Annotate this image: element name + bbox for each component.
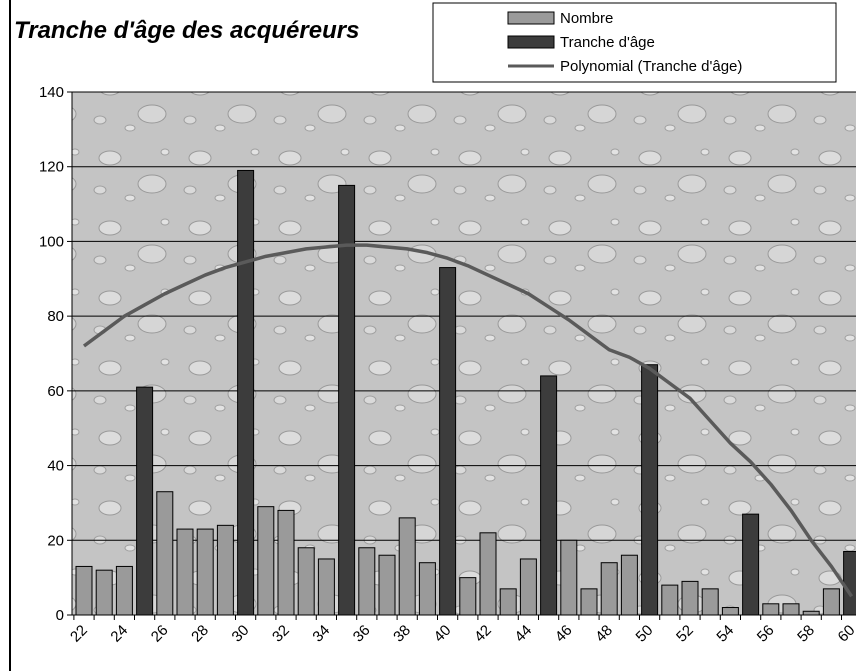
bar <box>682 581 698 615</box>
y-tick-label: 0 <box>56 607 64 624</box>
bar <box>137 387 153 615</box>
bar <box>601 563 617 615</box>
bar <box>500 589 516 615</box>
bar <box>359 548 375 615</box>
bar <box>541 376 557 615</box>
x-tick-label: 26 <box>148 622 172 646</box>
x-tick-label: 22 <box>67 622 91 646</box>
x-tick-label: 36 <box>350 622 374 646</box>
x-tick-label: 44 <box>511 622 535 646</box>
bar <box>399 518 415 615</box>
legend-label: Tranche d'âge <box>560 34 655 51</box>
bar <box>419 563 435 615</box>
x-tick-label: 42 <box>471 622 495 646</box>
chart-title: Tranche d'âge des acquéreurs <box>14 17 359 44</box>
bar <box>621 555 637 615</box>
y-tick-label: 40 <box>47 458 64 475</box>
bar <box>278 510 294 615</box>
bar <box>318 559 334 615</box>
x-tick-label: 46 <box>552 622 576 646</box>
bar <box>238 170 254 615</box>
bar <box>480 533 496 615</box>
bar <box>197 529 213 615</box>
bar <box>743 514 759 615</box>
bar <box>722 608 738 615</box>
x-tick-label: 30 <box>229 622 253 646</box>
bar <box>662 585 678 615</box>
bar <box>520 559 536 615</box>
bar <box>217 525 233 615</box>
x-tick-label: 24 <box>107 622 131 646</box>
bar <box>561 540 577 615</box>
bar <box>177 529 193 615</box>
x-tick-label: 28 <box>188 622 212 646</box>
x-tick-label: 52 <box>673 622 697 646</box>
x-tick-label: 32 <box>269 622 293 646</box>
bar <box>642 365 658 615</box>
x-tick-label: 58 <box>794 622 818 646</box>
y-tick-label: 20 <box>47 532 64 549</box>
bar <box>702 589 718 615</box>
x-tick-label: 34 <box>309 622 333 646</box>
y-tick-label: 100 <box>39 233 64 250</box>
bar <box>339 185 355 615</box>
bar <box>116 566 132 615</box>
legend-swatch <box>508 12 554 24</box>
bar <box>258 507 274 615</box>
bar <box>157 492 173 615</box>
bar <box>96 570 112 615</box>
x-tick-label: 48 <box>592 622 616 646</box>
y-tick-label: 60 <box>47 383 64 400</box>
x-tick-label: 38 <box>390 622 414 646</box>
bar <box>460 578 476 615</box>
x-tick-label: 56 <box>754 622 778 646</box>
x-tick-label: 40 <box>431 622 455 646</box>
legend-label: Nombre <box>560 10 613 27</box>
bar <box>298 548 314 615</box>
x-tick-label: 60 <box>835 622 856 646</box>
bar <box>76 566 92 615</box>
bar <box>803 611 819 615</box>
chart: Tranche d'âge des acquéreurs 0 20 40 60 80 10… <box>0 0 856 671</box>
x-tick-label: 54 <box>713 622 737 646</box>
bar <box>379 555 395 615</box>
legend-swatch <box>508 36 554 48</box>
y-tick-label: 140 <box>39 84 64 101</box>
bar <box>823 589 839 615</box>
legend-label: Polynomial (Tranche d'âge) <box>560 58 742 75</box>
bar <box>844 551 856 615</box>
y-tick-label: 80 <box>47 308 64 325</box>
y-tick-label: 120 <box>39 159 64 176</box>
x-tick-label: 50 <box>633 622 657 646</box>
bar <box>763 604 779 615</box>
bar <box>440 268 456 615</box>
bar <box>783 604 799 615</box>
bar <box>581 589 597 615</box>
